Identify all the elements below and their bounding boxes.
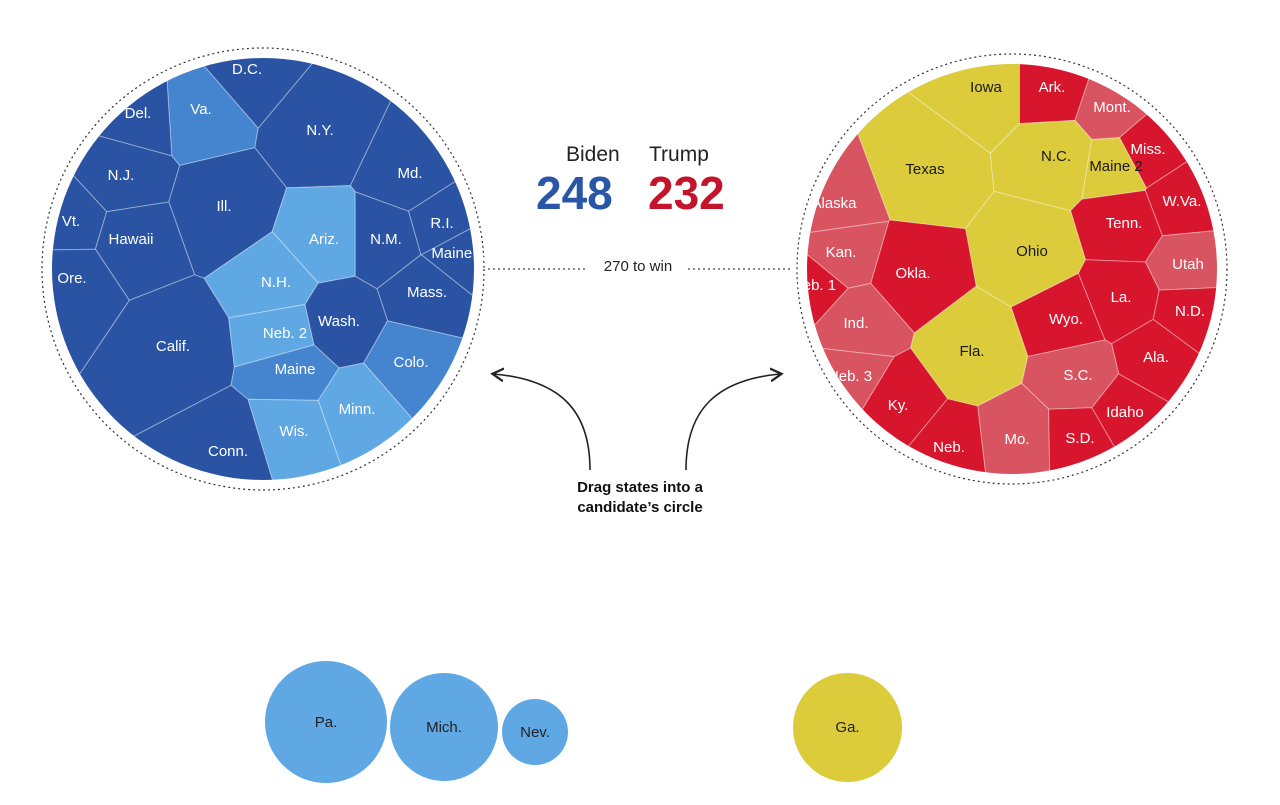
arrow-to-biden-icon (494, 374, 591, 471)
biden-circle-ring (41, 47, 485, 491)
trump-electoral-votes: 232 (648, 167, 725, 219)
state-cell-nc[interactable] (989, 119, 1093, 212)
state-cell-kan[interactable] (790, 220, 890, 289)
trump-name: Trump (649, 143, 709, 166)
drag-instruction-line-1: Drag states into a (577, 479, 703, 496)
state-label-pa: Pa. (314, 713, 338, 731)
biden-electoral-votes: 248 (536, 167, 613, 219)
state-cell-utah[interactable] (1144, 228, 1230, 291)
state-label-ga: Ga. (835, 719, 860, 736)
win-threshold-label: 270 to win (588, 258, 688, 275)
unassigned-state-ga[interactable]: Ga. (793, 673, 902, 782)
drag-instruction: Drag states into a candidate’s circle (530, 478, 750, 518)
state-cell-ill[interactable] (168, 147, 288, 279)
state-cell-tenn[interactable] (1069, 189, 1163, 263)
state-cell-nh[interactable] (203, 231, 319, 319)
biden-name: Biden (566, 143, 620, 166)
unassigned-state-nev[interactable]: Nev. (502, 699, 568, 765)
state-label-mich: Mich. (426, 718, 462, 736)
state-label-nev: Nev. (520, 723, 550, 741)
unassigned-state-mich[interactable]: Mich. (390, 673, 498, 781)
trump-circle[interactable] (790, 50, 1230, 490)
biden-circle[interactable] (40, 40, 490, 500)
arrow-to-trump-icon (685, 374, 780, 471)
unassigned-state-pa[interactable]: Pa. (265, 661, 387, 783)
drag-instruction-line-2: candidate’s circle (577, 499, 703, 516)
trump-circle-ring (796, 53, 1228, 485)
